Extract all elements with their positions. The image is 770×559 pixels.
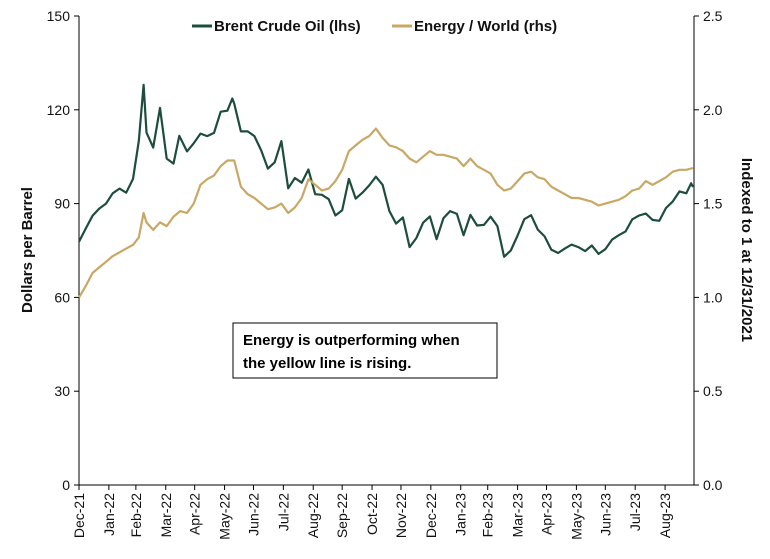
y-right-tick-label: 2.0	[703, 102, 723, 118]
legend: Brent Crude Oil (lhs) Energy / World (rh…	[192, 18, 557, 35]
y-right-tick-label: 1.5	[703, 196, 723, 212]
x-tick-label: Feb-22	[128, 493, 144, 538]
series-line-brent	[78, 83, 694, 258]
y-right-tick-label: 0.0	[703, 477, 723, 493]
x-tick-label: Dec-21	[71, 493, 87, 538]
annotation-box: Energy is outperforming when the yellow …	[232, 322, 498, 379]
annotation-line-2: the yellow line is rising.	[243, 355, 411, 372]
y-left-tick-label: 90	[54, 196, 70, 212]
x-tick-label: May-23	[568, 493, 584, 540]
y-right-tick-label: 1.0	[703, 289, 723, 305]
ticks: 0 30 60 90 120 150 0.0 0.5 1.0 1.5 2.0 2.5 Dec-21 Jan…	[47, 8, 723, 540]
annotation-line-1: Energy is outperforming when	[243, 332, 460, 349]
y-left-tick-label: 60	[54, 289, 70, 305]
series-line-energy-world	[78, 127, 694, 298]
annotation-frame	[232, 322, 498, 379]
x-tick-label: Aug-23	[657, 493, 673, 538]
x-tick-label: Jan-23	[453, 493, 469, 536]
y-left-tick-label: 0	[62, 477, 70, 493]
x-tick-label: Jul-23	[627, 493, 643, 531]
y-left-tick-label: 30	[54, 383, 70, 399]
y-left-tick-label: 120	[47, 102, 71, 118]
x-tick-label: Dec-22	[423, 493, 439, 538]
y-axis-left-title: Dollars per Barrel	[19, 187, 36, 313]
x-tick-label: Apr-23	[539, 493, 555, 535]
x-tick-label: Nov-22	[393, 493, 409, 538]
axes	[78, 16, 695, 486]
x-tick-label: Jun-23	[597, 493, 613, 536]
x-tick-label: Apr-22	[187, 493, 203, 535]
x-tick-label: Jul-22	[275, 493, 291, 531]
x-tick-label: Aug-22	[305, 493, 321, 538]
x-tick-label: Oct-22	[364, 493, 380, 535]
legend-label-brent: Brent Crude Oil (lhs)	[214, 18, 361, 35]
y-left-tick-label: 150	[47, 8, 71, 24]
series	[78, 83, 694, 298]
y-right-tick-label: 2.5	[703, 8, 723, 24]
x-tick-label: Jan-22	[101, 493, 117, 536]
x-tick-label: Jun-22	[245, 493, 261, 536]
x-tick-label: May-22	[217, 493, 233, 540]
y-axis-right-title: Indexed to 1 at 12/31/2021	[738, 158, 755, 342]
x-tick-label: Mar-22	[158, 493, 174, 538]
x-tick-label: Sep-22	[334, 493, 350, 538]
y-right-tick-label: 0.5	[703, 383, 723, 399]
x-tick-label: Mar-23	[510, 493, 526, 538]
x-tick-label: Feb-23	[480, 493, 496, 538]
legend-label-energy: Energy / World (rhs)	[414, 18, 557, 35]
